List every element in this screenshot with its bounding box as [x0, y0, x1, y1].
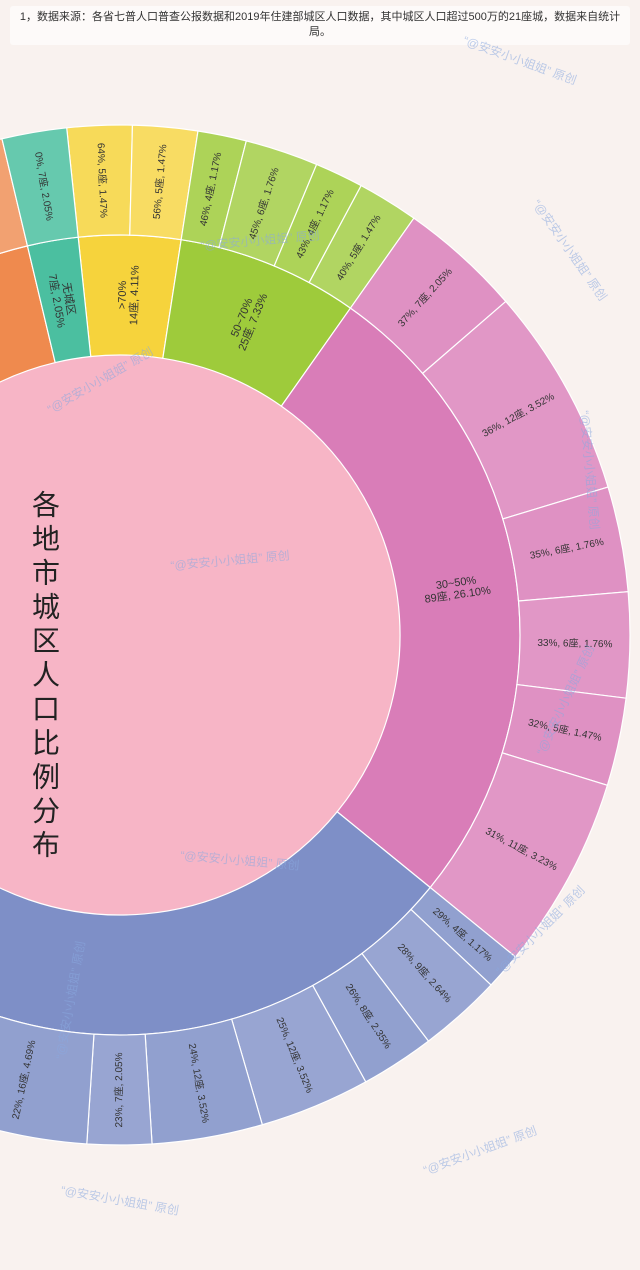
outer-slice-label: 23%, 7座, 2.05%	[112, 1052, 125, 1127]
chart-stage: >70%14座, 4.11%50~70%25座, 7.33%30~50%89座,…	[0, 0, 640, 1270]
data-source-note: 1，数据来源：各省七普人口普查公报数据和2019年住建部城区人口数据，其中城区人…	[10, 6, 630, 45]
sunburst-svg: >70%14座, 4.11%50~70%25座, 7.33%30~50%89座,…	[0, 0, 640, 1270]
chart-title-vertical: 各地市城区人口比例分布	[24, 490, 64, 864]
